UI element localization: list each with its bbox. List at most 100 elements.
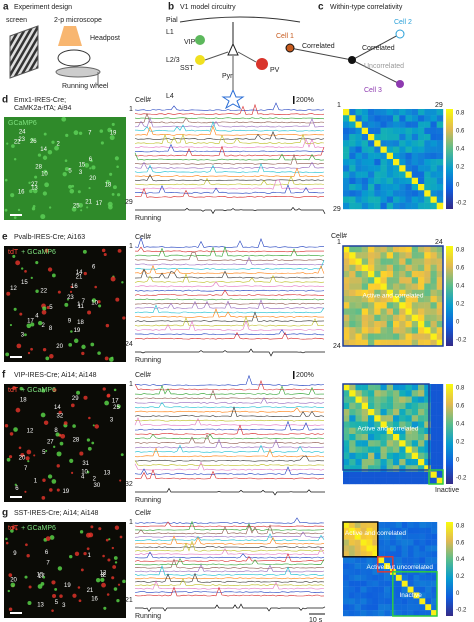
matrix-cell [405, 277, 412, 284]
matrix-cell [349, 440, 356, 447]
running-trace [135, 348, 325, 357]
matrix-cell [395, 522, 402, 529]
matrix-cell [349, 121, 356, 128]
trace [134, 577, 325, 580]
matrix-cell [413, 527, 420, 534]
matrix-cell [418, 109, 425, 116]
matrix-cell [355, 264, 362, 272]
matrix-cell [349, 402, 356, 410]
trace [134, 520, 325, 531]
cell-number: 7 [88, 131, 92, 137]
matrix-cell [374, 396, 381, 403]
matrix-cell [368, 314, 375, 322]
matrix-cell [424, 289, 431, 297]
matrix-cell [386, 184, 394, 191]
cell-body [32, 188, 38, 194]
matrix-cell [393, 121, 400, 128]
matrix-cell [349, 434, 356, 441]
matrix-cell [380, 471, 387, 478]
matrix-cell [405, 258, 412, 265]
matrix-cell [430, 434, 437, 441]
matrix-cell [380, 264, 387, 272]
annotation: Inactive [435, 487, 459, 494]
matrix-cell [430, 477, 437, 485]
matrix-cell [425, 604, 432, 611]
cell-body [51, 609, 54, 612]
panel-b: b V1 model circuitry Pial L1 L2/3 L4 VIP… [166, 2, 301, 110]
cell-number: 11 [78, 304, 85, 310]
cell-body [51, 580, 56, 585]
matrix-cell [436, 446, 444, 453]
matrix-cell [386, 314, 394, 322]
matrix-cell [424, 327, 431, 334]
matrix-cell [386, 165, 394, 172]
matrix-cell [431, 574, 438, 581]
matrix-cell [418, 296, 425, 303]
colorbar-tick: 0.6 [456, 129, 465, 135]
matrix-cell [386, 127, 394, 135]
matrix-cell [355, 333, 362, 340]
matrix-cell [355, 271, 362, 278]
matrix-cell [393, 115, 400, 122]
matrix-cell [419, 557, 426, 564]
matrix-cell [436, 127, 444, 135]
matrix-cell [407, 539, 414, 546]
label: L2/3 [166, 57, 180, 64]
matrix-cell [424, 434, 431, 441]
cell-body [78, 131, 83, 135]
matrix-cell [361, 171, 369, 178]
matrix-cell [393, 277, 400, 284]
vip-cell [195, 35, 205, 45]
cell-body [35, 289, 39, 293]
matrix-cell [349, 384, 356, 391]
matrix-cell [424, 384, 431, 391]
matrix-cell [399, 134, 406, 141]
matrix-cell [430, 421, 437, 428]
colorbar-tick: 0 [456, 458, 460, 464]
cell-index: 1 [129, 243, 133, 250]
matrix-cell [436, 258, 444, 265]
trace [134, 259, 325, 270]
matrix-cell [393, 421, 400, 428]
matrix-cell [431, 545, 438, 552]
cell-body [110, 276, 116, 282]
matrix-cell [401, 527, 408, 534]
matrix-cell [368, 258, 375, 265]
matrix-cell [424, 184, 431, 191]
cell-body [102, 387, 106, 391]
matrix-cell [399, 339, 406, 347]
colorbar-tick: -0.2 [456, 476, 467, 482]
matrix-cell [405, 308, 412, 315]
matrix-cell [366, 533, 373, 540]
cell-body [6, 291, 11, 296]
cell-body [90, 159, 93, 163]
matrix-cell [401, 574, 408, 581]
matrix-cell [355, 184, 362, 191]
matrix-cell [411, 477, 419, 485]
matrix-cell [418, 271, 425, 278]
cell-body [7, 589, 11, 593]
cell-body [112, 185, 117, 190]
matrix-cell [366, 574, 373, 581]
cell-number: 18 [105, 182, 112, 188]
matrix-cell [386, 465, 394, 472]
cell-body [8, 573, 13, 577]
matrix-cell [411, 471, 419, 478]
matrix-cell [374, 471, 381, 478]
matrix-cell [436, 333, 444, 340]
matrix-cell [372, 533, 379, 540]
matrix-cell [343, 264, 350, 272]
scale-bar [10, 496, 22, 498]
cell-body [88, 532, 94, 538]
matrix-cell [411, 333, 419, 340]
cell-body [27, 601, 32, 606]
matrix-cell [405, 171, 412, 178]
cell-body [91, 298, 97, 303]
matrix-cell [374, 127, 381, 135]
matrix-cell [380, 333, 387, 340]
colorbar-tick: 0.6 [456, 266, 465, 272]
matrix-cell [380, 165, 387, 172]
matrix-cell [424, 452, 431, 460]
cell-number: 5 [55, 600, 59, 606]
image-label: + GCaMP6 [21, 249, 56, 256]
